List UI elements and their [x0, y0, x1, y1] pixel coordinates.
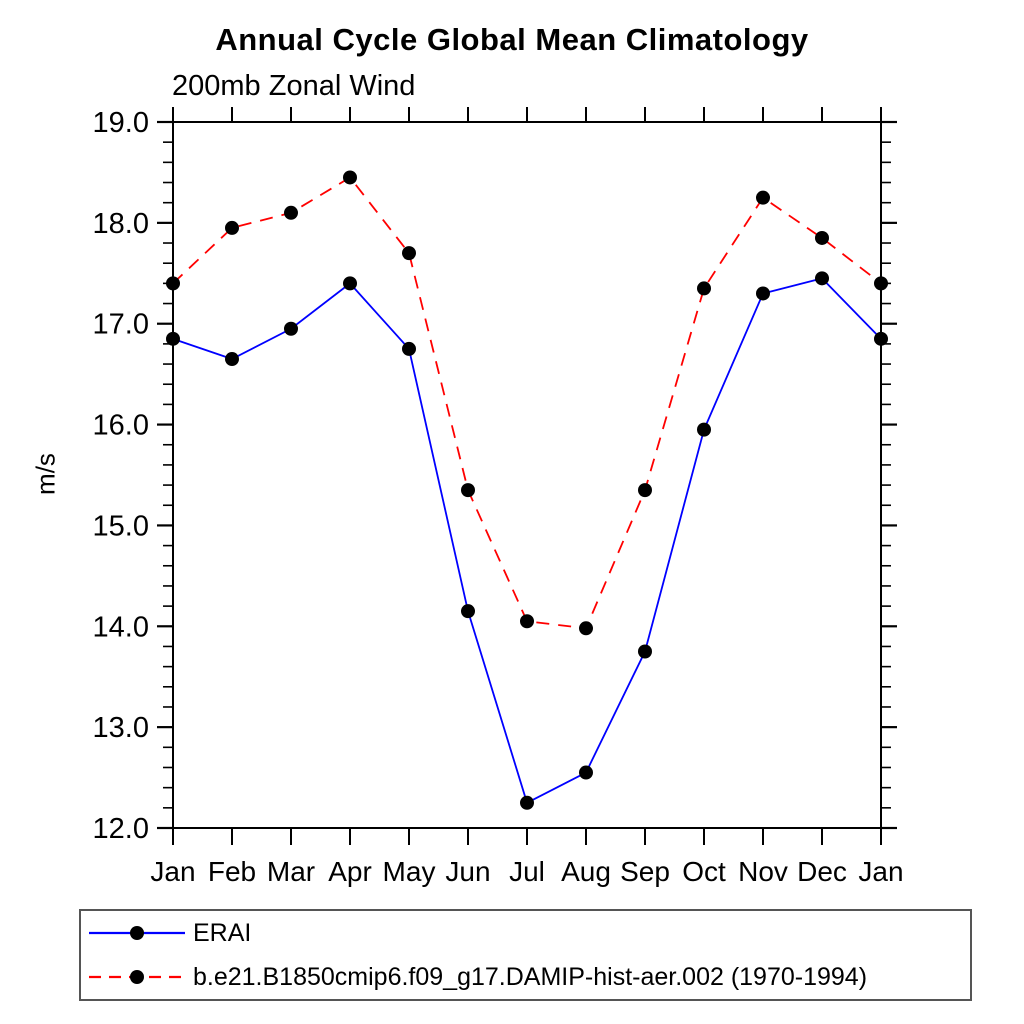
data-point-series-1	[343, 170, 357, 185]
erai-line-sample-icon	[89, 926, 185, 940]
x-tick-label: May	[383, 856, 436, 887]
data-point-series-1	[520, 614, 534, 629]
y-tick-label: 18.0	[93, 208, 149, 240]
data-point-series-0	[225, 352, 239, 367]
data-point-series-0	[874, 331, 888, 346]
x-tick-label: Jul	[509, 856, 545, 887]
series-line-1	[172, 176, 882, 630]
x-tick-label: Feb	[208, 856, 256, 887]
data-point-series-0	[579, 765, 593, 780]
data-point-series-0	[815, 271, 829, 286]
data-point-series-1	[225, 220, 239, 235]
data-point-series-1	[756, 190, 770, 205]
x-tick-label: Apr	[328, 856, 372, 887]
x-tick-label: Jan	[150, 856, 195, 887]
data-point-series-1	[284, 205, 298, 220]
data-point-series-1	[697, 281, 711, 296]
plot-frame	[172, 121, 882, 829]
x-tick-label: Mar	[267, 856, 315, 887]
data-point-series-1	[874, 276, 888, 291]
data-point-series-0	[402, 341, 416, 356]
chart-subtitle: 200mb Zonal Wind	[172, 70, 416, 102]
legend: ERAI b.e21.B1850cmip6.f09_g17.DAMIP-hist…	[79, 909, 972, 1001]
legend-item-erai: ERAI	[81, 911, 970, 955]
y-tick-label: 17.0	[93, 309, 149, 341]
erai-sample-marker-icon	[130, 926, 144, 940]
x-tick-label: Dec	[797, 856, 847, 887]
y-tick-label: 16.0	[93, 410, 149, 442]
data-point-series-1	[461, 483, 475, 498]
data-point-series-1	[402, 246, 416, 261]
data-point-series-0	[520, 795, 534, 810]
legend-label-erai: ERAI	[193, 918, 252, 947]
data-point-series-0	[166, 331, 180, 346]
legend-label-model: b.e21.B1850cmip6.f09_g17.DAMIP-hist-aer.…	[193, 962, 868, 991]
x-tick-label: Aug	[561, 856, 611, 887]
data-point-series-0	[461, 604, 475, 619]
x-tick-label: Nov	[738, 856, 788, 887]
data-point-series-1	[579, 621, 593, 636]
y-tick-label: 14.0	[93, 611, 149, 643]
data-point-series-0	[756, 286, 770, 301]
x-tick-label: Sep	[620, 856, 670, 887]
chart-title: Annual Cycle Global Mean Climatology	[215, 22, 809, 57]
data-point-series-0	[697, 422, 711, 437]
y-tick-label: 12.0	[93, 813, 149, 845]
data-point-series-1	[638, 483, 652, 498]
data-point-series-0	[638, 644, 652, 659]
y-tick-label: 13.0	[93, 712, 149, 744]
data-point-series-0	[343, 276, 357, 291]
y-tick-label: 19.0	[93, 107, 149, 139]
series-line-0	[172, 277, 882, 805]
x-tick-label: Jun	[445, 856, 490, 887]
y-tick-label: 15.0	[93, 510, 149, 542]
data-point-series-1	[166, 276, 180, 291]
legend-item-model: b.e21.B1850cmip6.f09_g17.DAMIP-hist-aer.…	[81, 955, 970, 999]
x-tick-label: Jan	[858, 856, 903, 887]
model-line-sample-icon	[89, 970, 185, 984]
data-point-series-1	[815, 230, 829, 245]
x-tick-label: Oct	[682, 856, 726, 887]
data-point-series-0	[284, 321, 298, 336]
model-sample-marker-icon	[130, 970, 144, 984]
